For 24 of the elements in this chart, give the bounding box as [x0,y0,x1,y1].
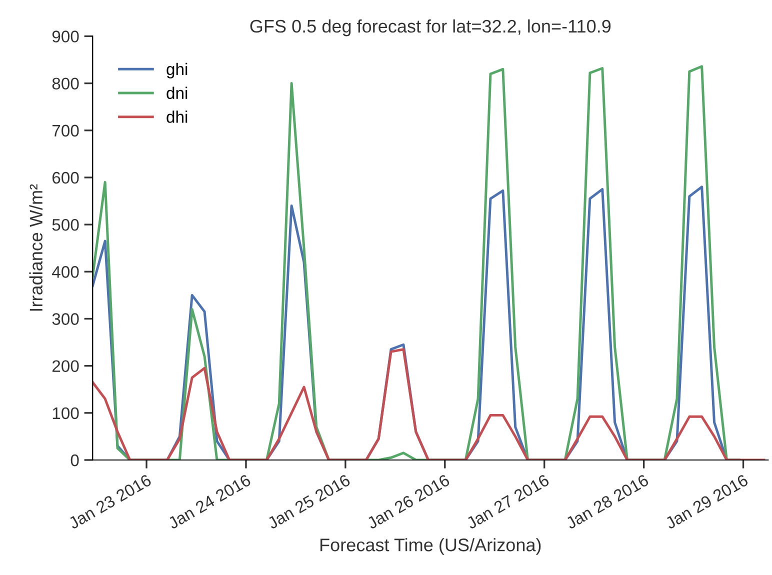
chart-title: GFS 0.5 deg forecast for lat=32.2, lon=-110.9 [250,19,611,36]
y-tick-label: 300 [52,313,79,325]
legend-label: ghi [166,62,188,78]
y-tick-label: 700 [52,124,79,137]
legend-label: dhi [166,110,188,123]
x-tick-label: Jan 27 2016 [465,474,550,530]
y-tick-label: 600 [52,172,79,184]
x-tick-label: Jan 26 2016 [366,474,450,530]
line-series [92,348,766,460]
x-axis-title: Forecast Time (US/Arizona) [320,538,541,555]
y-tick-label: 800 [52,78,79,90]
legend-label: dni [166,86,188,100]
y-tick-label: 500 [52,218,79,231]
x-tick-label: Jan 29 2016 [664,474,749,530]
x-tick-label: Jan 24 2016 [166,474,252,530]
x-tick-label: Jan 25 2016 [266,474,351,530]
y-tick-label: 0 [70,454,79,466]
y-axis-title: Irradiance W/m² [29,184,43,311]
x-tick-label: Jan 23 2016 [68,474,152,530]
y-tick-label: 100 [52,407,79,420]
y-tick-label: 400 [52,266,79,278]
y-tick-label: 200 [52,360,79,372]
x-tick-label: Jan 28 2016 [564,474,650,530]
y-tick-label: 900 [52,30,79,42]
